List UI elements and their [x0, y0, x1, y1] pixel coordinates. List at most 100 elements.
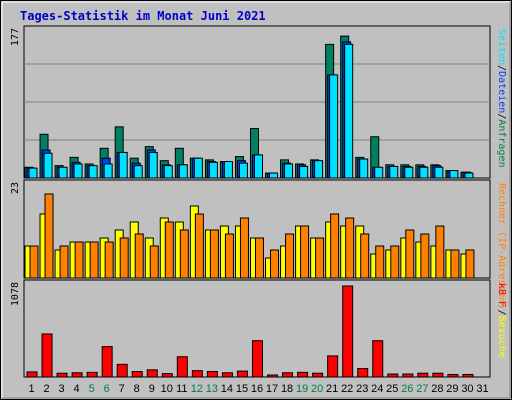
bar-top-seiten-day-7	[118, 151, 128, 179]
legend-separator: /	[496, 309, 507, 315]
bar-bottom-kb-f-day-8	[131, 371, 143, 378]
x-tick-label-17: 17	[266, 383, 278, 395]
x-tick-label-13: 13	[206, 383, 218, 395]
x-tick-label-5: 5	[89, 383, 95, 395]
bar-middle-rechner-day-18	[285, 233, 295, 279]
bar-middle-rechner-day-12	[194, 213, 204, 279]
bar-bottom-kb-f-day-24	[372, 340, 384, 378]
bar-bottom-kb-f-day-2	[41, 333, 53, 378]
bar-top-seiten-day-3	[58, 166, 68, 179]
legend-bottom: kB F	[496, 283, 507, 307]
bar-bottom-kb-f-day-15	[236, 370, 248, 378]
x-tick-label-20: 20	[311, 383, 323, 395]
bar-middle-rechner-day-9	[149, 245, 159, 279]
legend-separator: /	[496, 65, 507, 71]
x-tick-label-9: 9	[149, 383, 155, 395]
y-axis-max-label-top: 177	[10, 28, 21, 46]
bar-middle-rechner-day-5	[89, 241, 99, 279]
bar-top-seiten-day-6	[103, 163, 113, 179]
x-tick-label-28: 28	[431, 383, 443, 395]
bar-middle-rechner-day-24	[375, 245, 385, 279]
bar-middle-rechner-day-13	[209, 229, 219, 279]
bar-top-seiten-day-30	[464, 172, 474, 179]
bar-bottom-kb-f-day-27	[417, 372, 429, 378]
bar-middle-rechner-day-10	[164, 221, 174, 279]
bar-top-seiten-day-19	[299, 165, 309, 179]
bar-top-seiten-day-24	[374, 166, 384, 179]
bar-bottom-kb-f-day-22	[342, 285, 354, 378]
x-tick-label-16: 16	[251, 383, 263, 395]
x-tick-label-22: 22	[341, 383, 353, 395]
x-tick-label-31: 31	[476, 383, 488, 395]
bar-middle-rechner-day-7	[119, 237, 129, 279]
bar-top-seiten-day-14	[223, 161, 233, 179]
x-tick-label-2: 2	[43, 383, 49, 395]
bar-bottom-kb-f-day-9	[146, 369, 158, 378]
bar-bottom-kb-f-day-11	[176, 356, 188, 378]
legend-item: Seiten	[496, 29, 507, 65]
x-tick-label-10: 10	[161, 383, 173, 395]
bar-bottom-kb-f-day-21	[327, 355, 339, 378]
bar-bottom-kb-f-day-19	[297, 371, 309, 378]
bar-top-seiten-day-15	[238, 162, 248, 179]
x-tick-label-21: 21	[326, 383, 338, 395]
bar-top-seiten-day-27	[419, 166, 429, 179]
x-tick-label-30: 30	[461, 383, 473, 395]
bar-top-seiten-day-23	[359, 158, 369, 179]
bar-middle-rechner-day-20	[315, 237, 325, 279]
bar-top-seiten-day-12	[193, 157, 203, 179]
bar-top-seiten-day-10	[163, 165, 173, 179]
bar-middle-rechner-day-6	[104, 241, 114, 279]
bar-middle-rechner-day-25	[390, 245, 400, 279]
x-tick-label-3: 3	[59, 383, 65, 395]
bar-top-seiten-day-17	[269, 172, 279, 179]
bar-bottom-kb-f-day-23	[357, 368, 369, 378]
bar-bottom-kb-f-day-3	[56, 372, 68, 378]
bar-middle-rechner-day-16	[254, 237, 264, 279]
x-tick-label-11: 11	[176, 383, 187, 395]
bar-top-seiten-day-2	[43, 152, 53, 179]
y-axis-max-label-middle: 23	[10, 182, 21, 194]
x-tick-label-12: 12	[191, 383, 203, 395]
bar-bottom-kb-f-day-6	[101, 346, 113, 378]
bar-bottom-kb-f-day-18	[282, 372, 294, 378]
bar-middle-rechner-day-30	[465, 249, 475, 279]
bar-middle-rechner-day-14	[224, 233, 234, 279]
bar-bottom-kb-f-day-25	[387, 373, 399, 378]
x-tick-label-14: 14	[221, 383, 233, 395]
bar-middle-rechner-day-22	[345, 217, 355, 279]
bar-middle-rechner-day-3	[59, 245, 69, 279]
y-axis-max-label-bottom: 1078	[10, 282, 21, 306]
x-tick-label-29: 29	[446, 383, 458, 395]
bar-bottom-kb-f-day-29	[447, 373, 459, 378]
bar-middle-rechner-day-8	[134, 233, 144, 279]
bar-top-seiten-day-4	[73, 163, 83, 179]
bar-top-seiten-day-22	[344, 43, 354, 179]
bar-top-seiten-day-18	[284, 163, 294, 179]
legend-item: Dateien	[496, 71, 507, 113]
bar-middle-rechner-day-28	[435, 225, 445, 279]
bar-top-seiten-day-1	[28, 167, 38, 179]
bar-top-seiten-day-26	[404, 166, 414, 179]
bar-top-seiten-day-29	[449, 170, 459, 179]
bar-middle-rechner-day-26	[405, 229, 415, 279]
bar-bottom-kb-f-day-1	[26, 371, 38, 378]
x-tick-label-6: 6	[104, 383, 110, 395]
bar-bottom-kb-f-day-4	[71, 372, 83, 378]
bar-top-seiten-day-11	[178, 164, 188, 179]
x-tick-label-25: 25	[386, 383, 398, 395]
x-tick-label-4: 4	[74, 383, 80, 395]
bar-middle-rechner-day-29	[450, 249, 460, 279]
x-tick-label-19: 19	[296, 383, 308, 395]
bar-bottom-kb-f-day-30	[462, 373, 474, 378]
bar-top-seiten-day-28	[434, 166, 444, 179]
bar-top-seiten-day-5	[88, 165, 98, 179]
bar-bottom-kb-f-day-28	[432, 372, 444, 378]
bar-middle-rechner-day-17	[270, 249, 280, 279]
bar-top-seiten-day-9	[148, 151, 158, 179]
x-tick-label-27: 27	[416, 383, 428, 395]
bar-top-seiten-day-25	[389, 165, 399, 179]
